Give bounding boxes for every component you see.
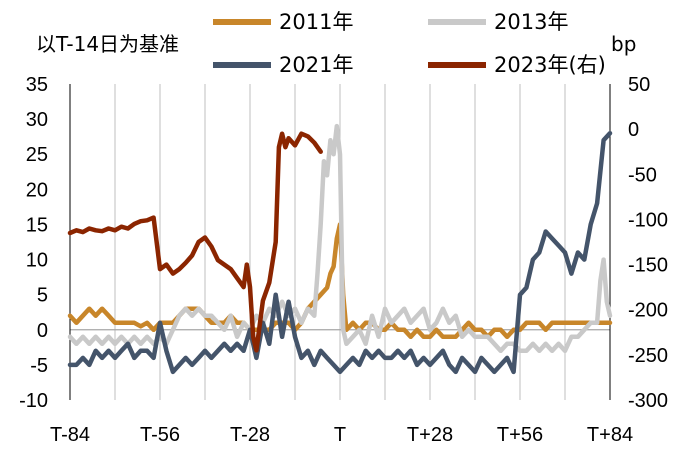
- right-tick-label: -250: [628, 345, 668, 367]
- left-tick-label: 25: [26, 144, 48, 166]
- legend-item-2013: 2013年: [428, 10, 568, 34]
- legend: 2011年 2013年 2021年 2023年(右): [213, 10, 606, 77]
- legend-item-2021: 2021年: [213, 53, 353, 77]
- x-tick-label: T+56: [497, 424, 543, 446]
- x-axis-ticks: T-84 T-56 T-28 T T+28 T+56 T+84: [50, 424, 633, 446]
- right-tick-label: 0: [628, 119, 639, 141]
- right-tick-label: -100: [628, 209, 668, 231]
- right-tick-label: -50: [628, 164, 657, 186]
- left-tick-label: 20: [26, 179, 48, 201]
- left-tick-label: 10: [26, 250, 48, 272]
- legend-label-2013: 2013年: [494, 10, 568, 34]
- left-tick-label: 0: [37, 320, 48, 342]
- x-tick-label: T-84: [50, 424, 90, 446]
- x-tick-label: T-56: [140, 424, 180, 446]
- x-tick-label: T+84: [587, 424, 633, 446]
- left-tick-label: -10: [19, 390, 48, 412]
- x-tick-label: T: [334, 424, 346, 446]
- right-tick-label: -150: [628, 255, 668, 277]
- x-tick-label: T-28: [230, 424, 270, 446]
- series-lines: [67, 123, 613, 375]
- series-line-2: [67, 130, 613, 375]
- left-tick-label: -5: [30, 355, 48, 377]
- legend-label-2021: 2021年: [279, 53, 353, 77]
- right-tick-label: 50: [628, 74, 650, 96]
- x-tick-label: T+28: [407, 424, 453, 446]
- right-axis-label: bp: [611, 32, 636, 56]
- left-axis-ticks: 35 30 25 20 15 10 5 0 -5 -10: [19, 74, 48, 412]
- legend-item-2023: 2023年(右): [428, 53, 606, 77]
- left-tick-label: 15: [26, 214, 48, 236]
- right-tick-label: -200: [628, 300, 668, 322]
- legend-label-2011: 2011年: [279, 10, 353, 34]
- left-axis-label: 以T-14日为基准: [36, 32, 179, 56]
- series-line-3: [67, 131, 323, 353]
- right-axis-ticks: 50 0 -50 -100 -150 -200 -250 -300: [628, 74, 668, 412]
- right-tick-label: -300: [628, 390, 668, 412]
- left-tick-label: 35: [26, 74, 48, 96]
- legend-label-2023: 2023年(右): [494, 53, 606, 77]
- left-tick-label: 30: [26, 109, 48, 131]
- series-line-1: [67, 123, 613, 354]
- legend-item-2011: 2011年: [213, 10, 353, 34]
- left-tick-label: 5: [37, 285, 48, 307]
